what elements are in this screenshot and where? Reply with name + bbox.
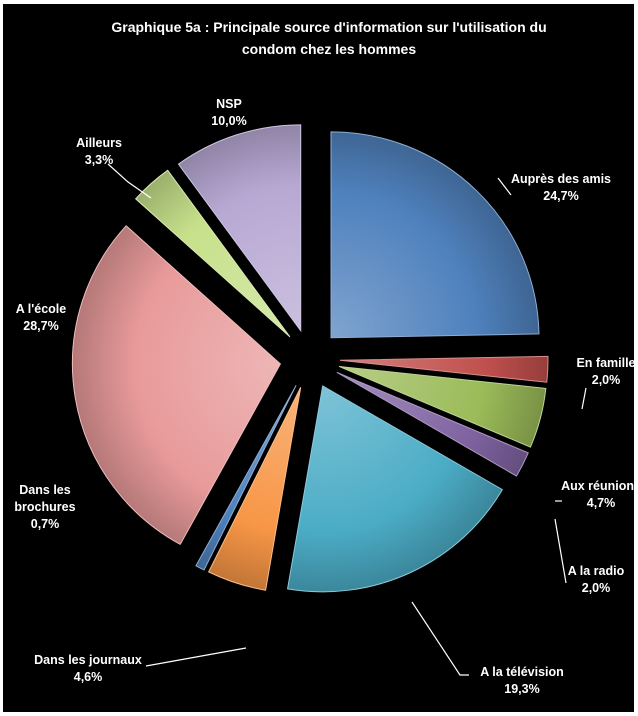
chart-title-line: condom chez les hommes [242,41,416,57]
label-a-la-television: A la télévision 19,3% [480,665,564,696]
chart-title: Graphique 5a : Principale source d'infor… [111,19,546,57]
label-dans-les-journaux: Dans les journaux 4,6% [34,653,142,684]
leader-line [107,163,152,199]
label-en-famille: En famille 2,0% [576,356,634,387]
leader-line [145,647,247,667]
pie-chart: Graphique 5a : Principale source d'infor… [14,19,634,696]
label-aux-reunions: Aux réunions 4,7% [561,479,634,510]
slice-ailleurs [134,169,291,338]
leader-line [554,518,567,584]
label-a-l-ecole: A l'école 28,7% [16,302,66,333]
slice-dans-les-journaux [207,387,302,591]
label-dans-les-brochures: Dans les brochures 0,7% [14,483,75,531]
slice-a-l-ecole [71,225,282,546]
leader-line [581,387,587,410]
slice-a-la-television [286,385,504,593]
slice-labels: Auprès des amis 24,7% En famille 2,0% Aux ré… [14,97,634,696]
slice-aupres-des-amis [330,131,540,339]
label-aupres-des-amis: Auprès des amis 24,7% [511,172,611,203]
slice-aux-reunions [338,365,547,448]
slice-dans-les-brochures [195,385,297,571]
leader-lines [107,163,587,676]
slice-a-la-radio [336,371,529,477]
label-nsp: NSP 10,0% [211,97,246,128]
leader-line [497,177,512,196]
label-ailleurs: Ailleurs 3,3% [76,136,122,167]
slice-en-famille [339,355,549,383]
label-a-la-radio: A la radio 2,0% [568,564,625,595]
chart-title-line: Graphique 5a : Principale source d'infor… [111,19,546,35]
chart-area: Graphique 5a : Principale source d'infor… [3,4,634,712]
slice-nsp [177,124,302,333]
pie-slices [71,124,549,593]
leader-line [411,601,469,676]
